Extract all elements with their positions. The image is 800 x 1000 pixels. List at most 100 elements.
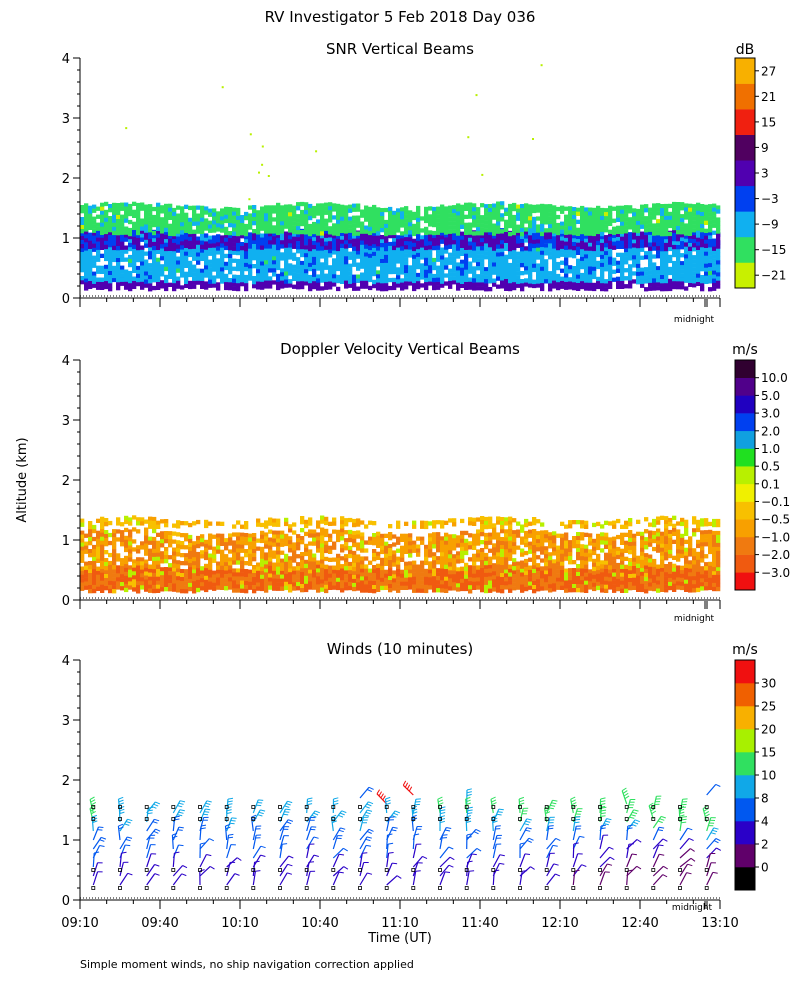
heatmap-cell: [368, 233, 373, 239]
heatmap-cell: [336, 262, 341, 268]
heatmap-cell: [188, 554, 193, 560]
heatmap-cell: [152, 265, 157, 271]
heatmap-cell: [456, 270, 461, 275]
heatmap-cell: [296, 249, 301, 254]
heatmap-cell: [164, 242, 169, 248]
heatmap-cell: [660, 228, 665, 233]
heatmap-cell: [516, 279, 521, 284]
heatmap-cell: [716, 256, 721, 261]
heatmap-cell: [132, 228, 137, 233]
heatmap-cell: [256, 261, 261, 266]
heatmap-cell: [580, 225, 585, 231]
heatmap-cell: [264, 544, 269, 549]
heatmap-cell: [392, 570, 397, 575]
heatmap-cell: [92, 536, 97, 542]
heatmap-cell: [424, 265, 429, 271]
heatmap-cell: [124, 230, 129, 235]
heatmap-cell: [312, 581, 317, 586]
heatmap-cell: [280, 582, 285, 587]
heatmap-cell: [136, 569, 141, 574]
heatmap-cell: [280, 578, 285, 583]
heatmap-cell: [324, 548, 329, 554]
heatmap-cell: [664, 242, 669, 248]
heatmap-cell: [168, 583, 173, 588]
heatmap-cell: [292, 276, 297, 281]
heatmap-cell: [256, 582, 261, 587]
heatmap-cell: [84, 278, 89, 283]
heatmap-cell: [156, 241, 161, 246]
heatmap-cell: [264, 240, 269, 245]
heatmap-cell: [124, 579, 129, 585]
heatmap-cell: [296, 202, 301, 207]
heatmap-cell: [192, 589, 197, 594]
heatmap-cell: [296, 566, 301, 571]
heatmap-cell: [488, 247, 493, 252]
heatmap-cell: [140, 249, 145, 254]
heatmap-cell: [100, 536, 105, 541]
heatmap-cell: [448, 213, 453, 218]
heatmap-cell: [416, 225, 421, 231]
heatmap-cell: [148, 540, 153, 545]
heatmap-cell: [136, 265, 141, 271]
heatmap-cell: [100, 552, 105, 557]
heatmap-cell: [192, 221, 197, 226]
heatmap-cell: [412, 227, 417, 233]
heatmap-cell: [372, 565, 377, 570]
heatmap-cell: [116, 254, 121, 259]
heatmap-cell: [400, 242, 405, 247]
heatmap-cell: [152, 544, 157, 550]
heatmap-cell: [672, 228, 677, 234]
heatmap-cell: [124, 535, 129, 541]
heatmap-cell: [204, 579, 209, 585]
heatmap-cell: [204, 257, 209, 262]
heatmap-cell: [688, 231, 693, 236]
heatmap-cell: [520, 247, 525, 252]
heatmap-cell: [644, 287, 649, 292]
heatmap-cell: [424, 253, 429, 259]
heatmap-cell: [292, 268, 297, 273]
heatmap-cell: [512, 277, 517, 283]
heatmap-cell: [180, 553, 185, 558]
heatmap-cell: [352, 258, 357, 263]
heatmap-cell: [160, 268, 165, 273]
heatmap-cell: [200, 280, 205, 285]
heatmap-cell: [408, 210, 413, 215]
heatmap-cell: [668, 215, 673, 221]
heatmap-cell: [396, 564, 401, 569]
heatmap-cell: [248, 213, 253, 218]
heatmap-cell: [388, 253, 393, 259]
heatmap-cell: [404, 569, 409, 574]
heatmap-cell: [160, 236, 165, 241]
heatmap-cell: [284, 216, 289, 221]
heatmap-cell: [388, 269, 393, 275]
heatmap-cell: [264, 584, 269, 589]
heatmap-cell: [428, 269, 433, 274]
heatmap-cell: [208, 220, 213, 225]
heatmap-cell: [408, 222, 413, 227]
heatmap-cell: [244, 211, 249, 217]
heatmap-cell: [380, 283, 385, 288]
heatmap-cell: [252, 248, 257, 253]
heatmap-cell: [620, 229, 625, 234]
heatmap-cell: [136, 561, 141, 566]
heatmap-cell: [472, 223, 477, 228]
heatmap-cell: [664, 203, 669, 209]
heatmap-cell: [372, 573, 377, 578]
heatmap-cell: [508, 262, 513, 268]
heatmap-cell: [436, 273, 441, 278]
heatmap-cell: [352, 215, 357, 220]
heatmap-cell: [140, 569, 145, 574]
heatmap-cell: [656, 270, 661, 275]
heatmap-cell: [100, 528, 105, 533]
heatmap-cell: [96, 582, 101, 587]
heatmap-cell: [488, 275, 493, 280]
heatmap-cell: [336, 557, 341, 563]
heatmap-cell: [128, 227, 133, 233]
heatmap-cell: [468, 202, 473, 207]
heatmap-cell: [708, 239, 713, 244]
heatmap-cell: [160, 571, 165, 576]
heatmap-cell: [680, 202, 685, 207]
heatmap-cell: [688, 274, 693, 279]
heatmap-cell: [608, 240, 613, 245]
heatmap-cell: [152, 237, 157, 243]
